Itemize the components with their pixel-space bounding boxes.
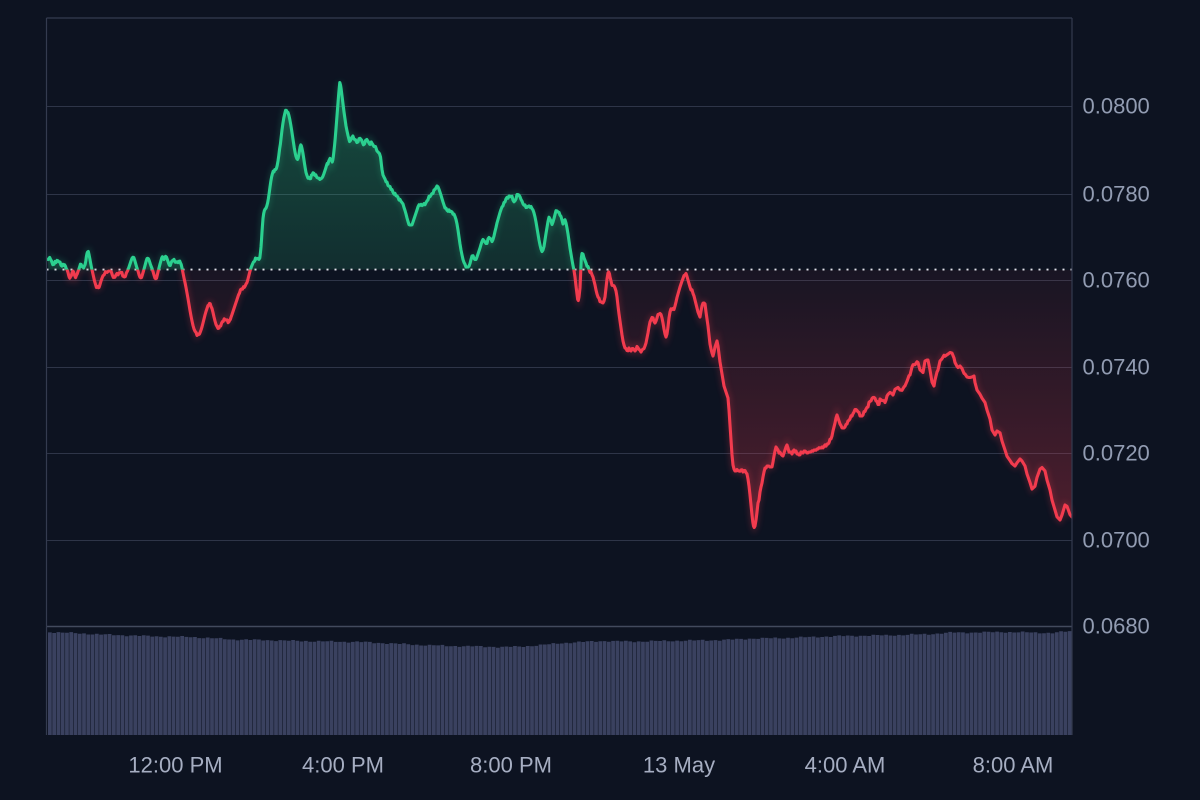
svg-text:0.0720: 0.0720 bbox=[1083, 441, 1150, 466]
svg-text:8:00 PM: 8:00 PM bbox=[470, 753, 552, 778]
svg-text:13 May: 13 May bbox=[643, 753, 715, 778]
svg-text:0.0800: 0.0800 bbox=[1083, 94, 1150, 119]
svg-text:0.0780: 0.0780 bbox=[1083, 182, 1150, 207]
svg-text:4:00 AM: 4:00 AM bbox=[805, 753, 886, 778]
svg-text:0.0760: 0.0760 bbox=[1083, 268, 1150, 293]
svg-text:12:00 PM: 12:00 PM bbox=[128, 753, 222, 778]
svg-text:0.0700: 0.0700 bbox=[1083, 528, 1150, 553]
svg-text:4:00 PM: 4:00 PM bbox=[302, 753, 384, 778]
svg-text:0.0740: 0.0740 bbox=[1083, 355, 1150, 380]
svg-text:0.0680: 0.0680 bbox=[1083, 614, 1150, 639]
svg-text:8:00 AM: 8:00 AM bbox=[973, 753, 1054, 778]
